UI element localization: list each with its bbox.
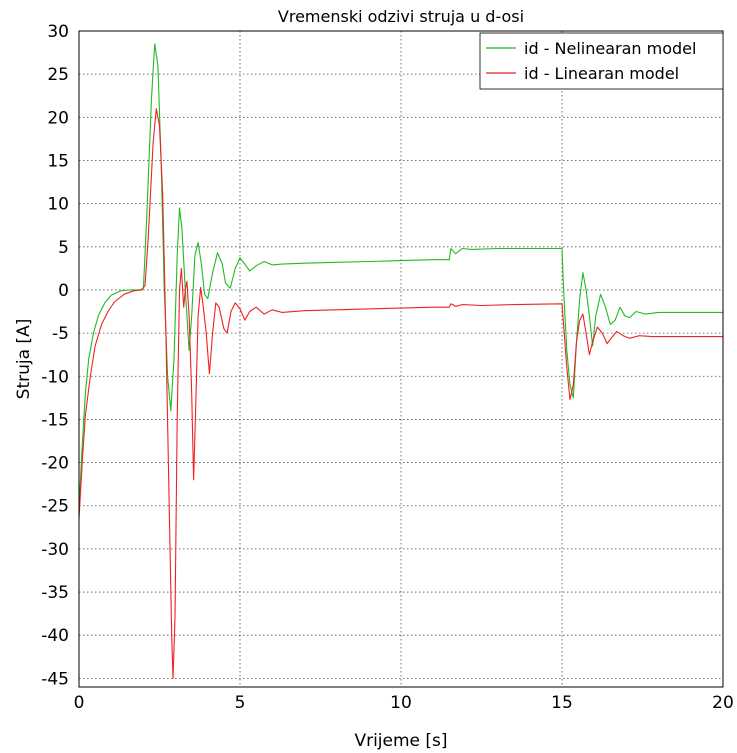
y-axis-label: Struja [A] (14, 319, 34, 400)
y-tick-label: -30 (41, 540, 69, 560)
x-tick-label: 10 (390, 693, 412, 713)
y-tick-label: 20 (47, 108, 69, 128)
x-axis-label: Vrijeme [s] (354, 731, 447, 751)
y-tick-label: -25 (41, 497, 69, 517)
y-tick-label: -45 (41, 669, 69, 689)
series-line-nelinearan (78, 43, 723, 511)
chart-title: Vremenski odzivi struja u d-osi (278, 7, 524, 26)
x-tick-label: 20 (712, 693, 734, 713)
y-tick-labels: 30 25 20 15 10 5 0 -5 -10 -15 -20 -25 -30 -35 -40 -45 (41, 22, 69, 689)
y-tick-label: 10 (47, 195, 69, 215)
plot-frame (78, 30, 724, 688)
y-tick-label: -40 (41, 626, 69, 646)
x-tick-labels: 0 5 10 15 20 (74, 693, 734, 713)
y-tick-label: 15 (47, 151, 69, 171)
y-tick-label: -10 (41, 367, 69, 387)
y-tick-label: -35 (41, 583, 69, 603)
series-line-linearan (78, 108, 723, 679)
y-tick-label: 0 (58, 281, 69, 301)
y-tick-label: -20 (41, 454, 69, 474)
y-tick-label: -5 (52, 324, 69, 344)
legend: id - Nelinearan model id - Linearan mode… (479, 32, 724, 90)
series-layer (78, 43, 723, 679)
legend-label-linearan: id - Linearan model (524, 64, 679, 83)
grid (78, 30, 724, 687)
y-tick-label: 30 (47, 22, 69, 42)
x-tick-label: 0 (74, 693, 85, 713)
y-tick-label: 25 (47, 65, 69, 85)
y-tick-label: -15 (41, 410, 69, 430)
legend-box (479, 32, 724, 90)
x-tick-label: 5 (235, 693, 246, 713)
x-tick-label: 15 (551, 693, 573, 713)
y-tick-label: 5 (58, 238, 69, 258)
legend-label-nelinearan: id - Nelinearan model (524, 39, 696, 58)
